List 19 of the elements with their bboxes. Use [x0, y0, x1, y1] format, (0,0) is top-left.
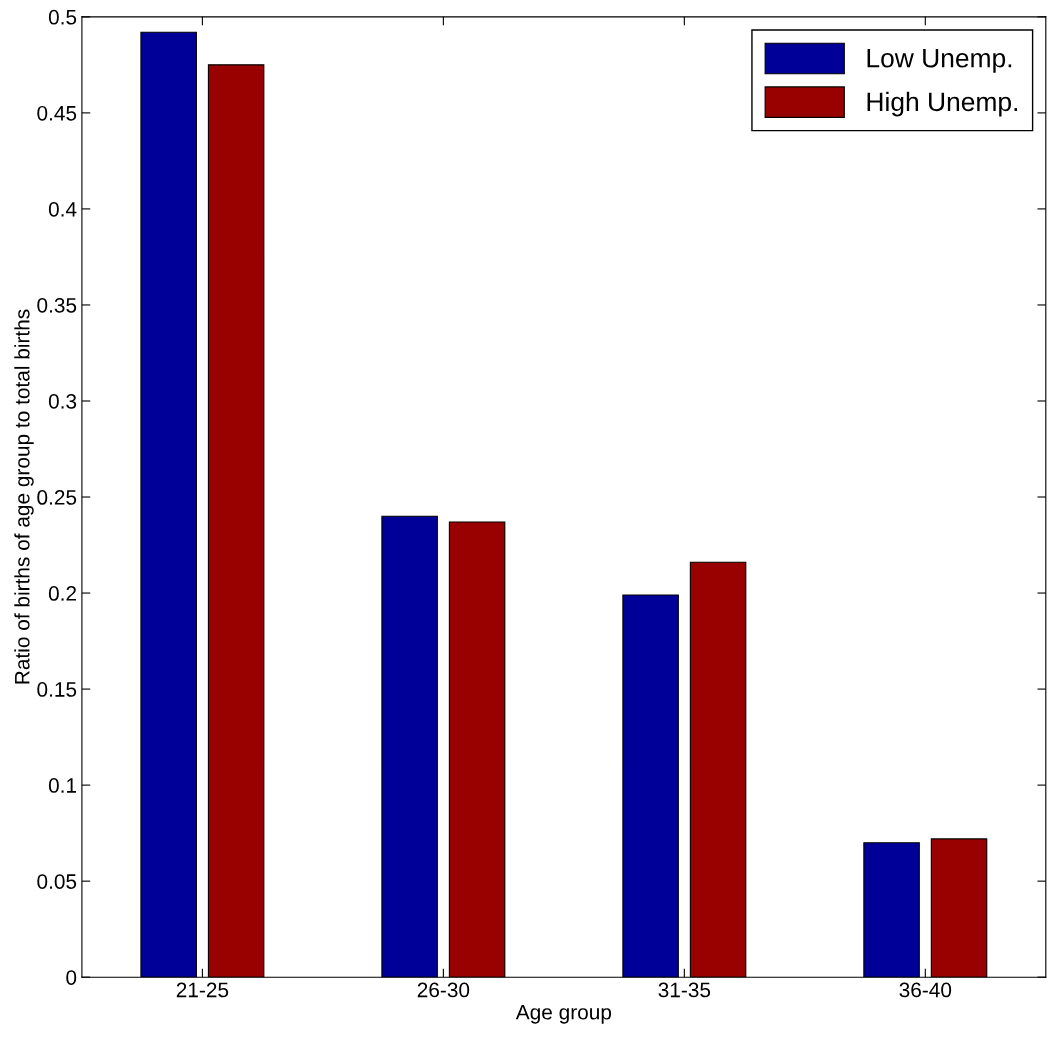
y-axis-title: Ratio of births of age group to total births [14, 309, 34, 684]
y-tick-label: 0.35 [37, 297, 77, 313]
legend-label: Low Unemp. [867, 49, 1012, 73]
y-tick-label: 0.1 [48, 778, 77, 793]
y-tick-label: 0.3 [48, 393, 77, 409]
legend-label: High Unemp. [867, 91, 1018, 117]
x-axis-title: Age group [515, 1005, 612, 1024]
x-tick-label: 31-35 [658, 982, 711, 998]
y-tick-label: 0.2 [48, 586, 76, 601]
x-tick-label: 21-25 [176, 982, 229, 998]
y-tick-label: 0 [66, 970, 77, 985]
x-tick-label: 26-30 [417, 982, 470, 998]
y-tick-label: 0.45 [37, 105, 77, 121]
x-tick-label: 36-40 [899, 982, 952, 998]
y-tick-label: 0.5 [48, 9, 77, 25]
y-tick-label: 0.15 [37, 682, 77, 697]
y-tick-label: 0.05 [37, 874, 77, 889]
y-tick-label: 0.4 [48, 201, 77, 217]
y-tick-label: 0.25 [37, 490, 77, 505]
